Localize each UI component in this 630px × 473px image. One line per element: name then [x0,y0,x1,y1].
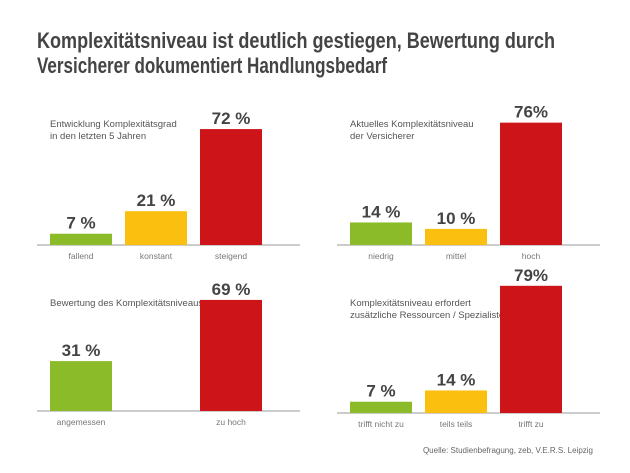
category-label: niedrig [368,251,394,261]
data-label: 7 % [366,382,395,401]
category-label: zu hoch [216,417,246,427]
bar-zu-hoch [200,299,262,411]
bar-fallend [50,233,112,245]
main-title-line-1: Komplexitätsniveau ist deutlich gestiege… [37,28,555,53]
data-label: 21 % [137,191,176,210]
source-note: Quelle: Studienbefragung, zeb, V.E.R.S. … [423,446,593,455]
data-label: 10 % [437,209,476,228]
data-label: 14 % [437,370,476,389]
data-label: 69 % [212,280,251,299]
data-label: 14 % [362,202,401,221]
panel-title-line: Bewertung des Komplexitätsniveaus [50,298,203,309]
category-label: steigend [215,251,247,261]
bar-teils-teils [425,390,487,413]
chart-panel-3: Bewertung des Komplexitätsniveaus 31 % ang… [37,280,300,427]
bar-niedrig [350,222,412,245]
main-title-line-2: Versicherer dokumentiert Handlungsbedarf [37,53,388,78]
data-label: 31 % [62,341,101,360]
category-label: teils teils [440,419,473,429]
bar-konstant [125,211,187,245]
panel-title-line: der Versicherer [350,131,414,142]
data-label: 76% [514,103,548,122]
data-label: 79% [514,266,548,285]
bar-trifft-zu [500,285,562,413]
category-label: trifft zu [518,419,544,429]
category-label: fallend [68,251,93,261]
category-label: hoch [522,251,541,261]
panel-title-line: in den letzten 5 Jahren [50,131,146,142]
category-label: konstant [140,251,173,261]
data-label: 72 % [212,109,251,128]
category-label: trifft nicht zu [358,419,404,429]
bar-steigend [200,129,262,245]
panel-title-line: zusätzliche Ressourcen / Spezialisten [350,310,509,321]
bar-hoch [500,122,562,245]
bar-angemessen [50,361,112,411]
bar-mittel [425,228,487,245]
category-label: mittel [446,251,466,261]
panel-title-line: Komplexitätsniveau erfordert [350,298,471,309]
bar-trifft-nicht-zu [350,401,412,413]
data-label: 7 % [66,214,95,233]
panel-title-line: Aktuelles Komplexitätsniveau [350,119,474,130]
chart-panel-4: Komplexitätsniveau erfordertzusätzliche … [337,266,600,429]
category-label: angemessen [57,417,106,427]
panel-title-line: Entwicklung Komplexitätsgrad [50,119,177,130]
